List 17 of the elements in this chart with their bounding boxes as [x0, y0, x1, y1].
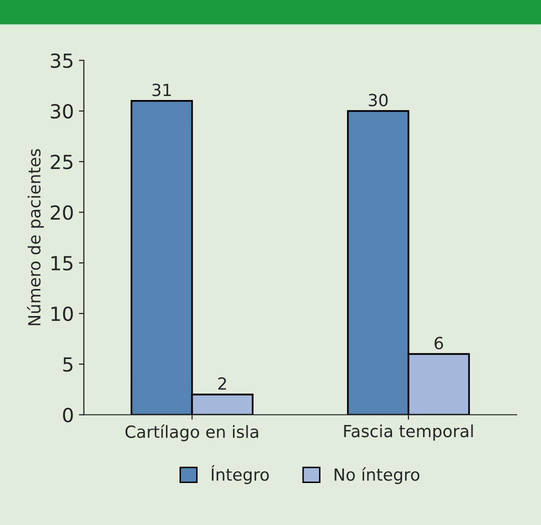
y-tick-label: 35 — [50, 53, 72, 68]
legend-label: Íntegro — [212, 465, 269, 484]
data-label: 6 — [434, 336, 444, 350]
data-label: 2 — [218, 377, 226, 390]
y-axis-title: Número de pacientes — [27, 149, 44, 326]
legend-label: No íntegro — [334, 467, 420, 484]
x-tick-label: Cartílago en isla — [125, 424, 258, 442]
x-tick-label: Fascia temporal — [344, 424, 473, 441]
y-tick-label: 5 — [63, 357, 72, 372]
y-tick-label: 20 — [50, 205, 73, 220]
data-label: 31 — [152, 84, 171, 96]
y-tick-label: 30 — [50, 104, 73, 119]
data-label: 30 — [368, 94, 388, 106]
y-tick-label: 0 — [63, 408, 73, 422]
y-tick-label: 15 — [52, 256, 72, 271]
y-tick-label: 25 — [50, 154, 72, 170]
y-tick-label: 10 — [52, 306, 73, 322]
